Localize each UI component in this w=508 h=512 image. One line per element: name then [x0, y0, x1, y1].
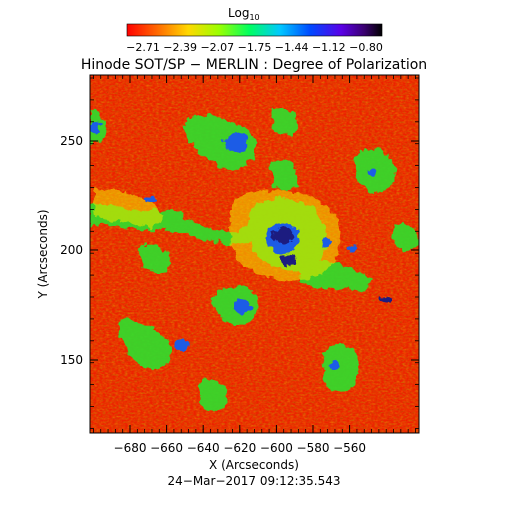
colorbar-tick-label: −2.71 — [126, 41, 160, 54]
x-axis-ticks: −680 −660 −640 −620 −600 −580 −560 — [93, 75, 416, 455]
x-tick-label: −620 — [223, 441, 256, 455]
colorbar-label: Log10 — [228, 6, 260, 22]
colorbar — [126, 23, 383, 37]
colorbar-tick-label: −0.80 — [349, 41, 383, 54]
network-structures — [90, 108, 419, 412]
colorbar-tick-label: −1.75 — [238, 41, 272, 54]
y-tick-label: 150 — [60, 353, 83, 367]
x-tick-label: −680 — [114, 441, 147, 455]
colorbar-label-subscript: 10 — [249, 13, 259, 22]
x-axis-label: X (Arcseconds) — [209, 458, 299, 472]
x-tick-label: −640 — [187, 441, 220, 455]
colorbar-tick-label: −1.44 — [275, 41, 309, 54]
y-tick-label: 200 — [60, 243, 83, 257]
colorbar-tick-label: −2.39 — [163, 41, 197, 54]
strong-polarization-patches — [91, 122, 393, 371]
y-axis-ticks: 150 200 250 — [60, 77, 419, 429]
x-tick-label: −580 — [297, 441, 330, 455]
colorbar-tick-label: −1.12 — [312, 41, 346, 54]
x-tick-label: −560 — [333, 441, 366, 455]
colorbar-tick-label: −2.07 — [200, 41, 234, 54]
plot-title: Hinode SOT/SP − MERLIN : Degree of Polar… — [81, 57, 427, 73]
y-tick-label: 250 — [60, 134, 83, 148]
timestamp: 24−Mar−2017 09:12:35.543 — [168, 474, 341, 488]
x-tick-label: −660 — [150, 441, 183, 455]
polarization-map — [90, 75, 419, 433]
colorbar-ticks: −2.71 −2.39 −2.07 −1.75 −1.44 −1.12 −0.80 — [126, 41, 383, 54]
x-tick-label: −600 — [260, 441, 293, 455]
y-axis-label: Y (Arcseconds) — [36, 209, 50, 299]
